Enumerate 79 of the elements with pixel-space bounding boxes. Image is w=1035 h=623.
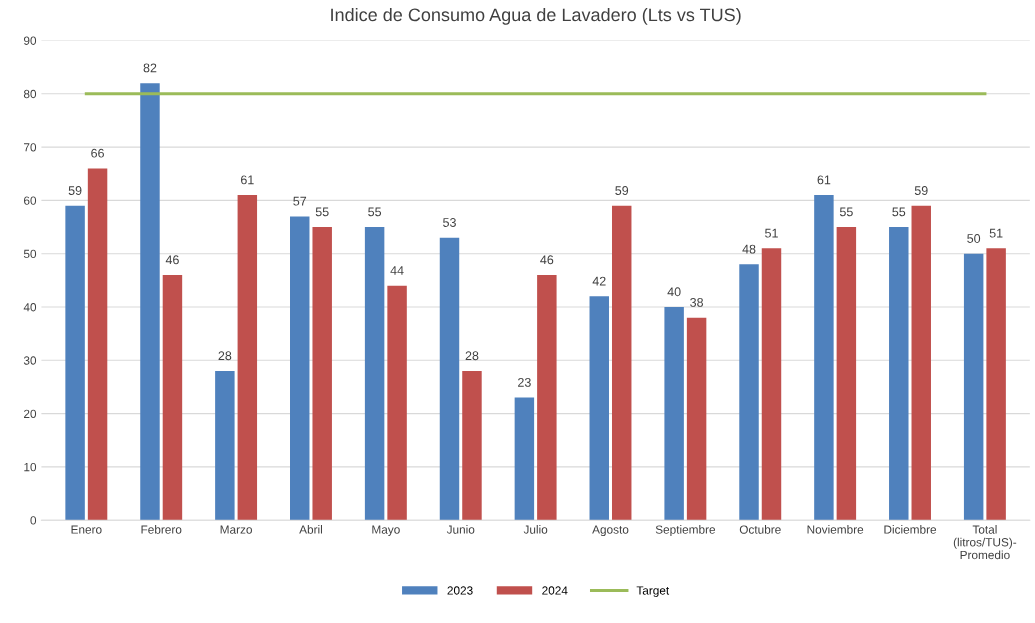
- bar: [739, 264, 759, 521]
- y-tick-label: 10: [24, 462, 37, 472]
- bar: [761, 248, 782, 521]
- data-label: 61: [241, 175, 254, 185]
- bar: [462, 370, 482, 521]
- bar: [589, 296, 609, 521]
- data-label: 51: [989, 228, 1003, 238]
- bar: [162, 275, 183, 521]
- y-tick-label: 20: [24, 409, 37, 418]
- bar: [387, 285, 407, 521]
- x-tick-label: Agosto: [592, 525, 629, 537]
- bar: [312, 227, 332, 521]
- x-tick-label: Total (litros/TUS)- Promedio: [953, 525, 1017, 560]
- bar: [87, 168, 108, 521]
- bar: [237, 195, 258, 521]
- bar: [986, 248, 1006, 521]
- data-label: 55: [839, 207, 853, 217]
- y-tick-label: 50: [23, 249, 37, 259]
- bar: [439, 237, 460, 521]
- x-tick-label: Junio: [446, 525, 475, 534]
- data-label: 82: [143, 63, 157, 73]
- data-label: 55: [892, 207, 906, 217]
- data-label: 40: [667, 287, 681, 297]
- x-tick-label: Marzo: [220, 525, 252, 534]
- x-tick-label: Abril: [299, 525, 322, 534]
- x-tick-label: Febrero: [141, 525, 182, 534]
- data-label: 23: [518, 377, 531, 387]
- y-tick-label: 40: [23, 303, 37, 312]
- x-tick-label: Diciembre: [884, 525, 937, 534]
- data-label: 55: [368, 207, 382, 217]
- data-label: 44: [390, 266, 404, 275]
- bar: [65, 205, 85, 521]
- data-label: 46: [540, 255, 554, 265]
- data-label: 55: [315, 207, 329, 217]
- bar: [911, 205, 931, 521]
- y-tick-label: 30: [23, 356, 37, 365]
- legend-label: Target: [636, 586, 670, 597]
- bar: [664, 307, 684, 521]
- bar: [836, 227, 857, 521]
- x-tick-label: Noviembre: [807, 525, 864, 534]
- data-label: 46: [165, 255, 179, 265]
- data-label: 48: [742, 244, 756, 254]
- data-label: 57: [293, 196, 307, 206]
- bar: [290, 216, 310, 521]
- data-label: 50: [967, 234, 981, 243]
- chart-title: Indice de Consumo Agua de Lavadero (Lts vs TUS): [331, 7, 741, 25]
- data-label: 51: [765, 228, 778, 238]
- y-tick-label: 0: [30, 516, 37, 525]
- bar: [140, 83, 160, 521]
- x-tick-label: Julio: [523, 525, 548, 534]
- x-tick-label: Septiembre: [655, 525, 716, 537]
- data-label: 59: [68, 186, 82, 195]
- x-tick-label: Mayo: [372, 525, 400, 537]
- data-label: 53: [443, 218, 456, 227]
- legend-label: 2023: [447, 586, 473, 595]
- data-label: 28: [218, 351, 232, 361]
- y-tick-label: 70: [24, 143, 37, 152]
- data-label: 59: [914, 186, 928, 195]
- bar: [963, 253, 984, 521]
- bar: [537, 275, 557, 521]
- data-label: 66: [91, 148, 104, 158]
- legend-label: 2024: [542, 586, 568, 595]
- bar: [215, 370, 235, 521]
- data-label: 38: [690, 298, 704, 307]
- x-tick-label: Octubre: [739, 525, 781, 534]
- bar: [514, 397, 535, 521]
- bar: [889, 227, 909, 521]
- x-tick-label: Enero: [71, 525, 102, 534]
- data-label: 42: [592, 276, 606, 286]
- y-tick-label: 80: [23, 89, 37, 99]
- bar: [814, 195, 834, 521]
- data-label: 28: [465, 351, 479, 361]
- data-label: 61: [817, 175, 831, 185]
- bar: [611, 205, 632, 521]
- y-tick-label: 60: [24, 196, 37, 205]
- bar: [686, 317, 707, 521]
- data-label: 59: [615, 186, 629, 195]
- bar: [364, 227, 385, 521]
- y-tick-label: 90: [23, 36, 37, 45]
